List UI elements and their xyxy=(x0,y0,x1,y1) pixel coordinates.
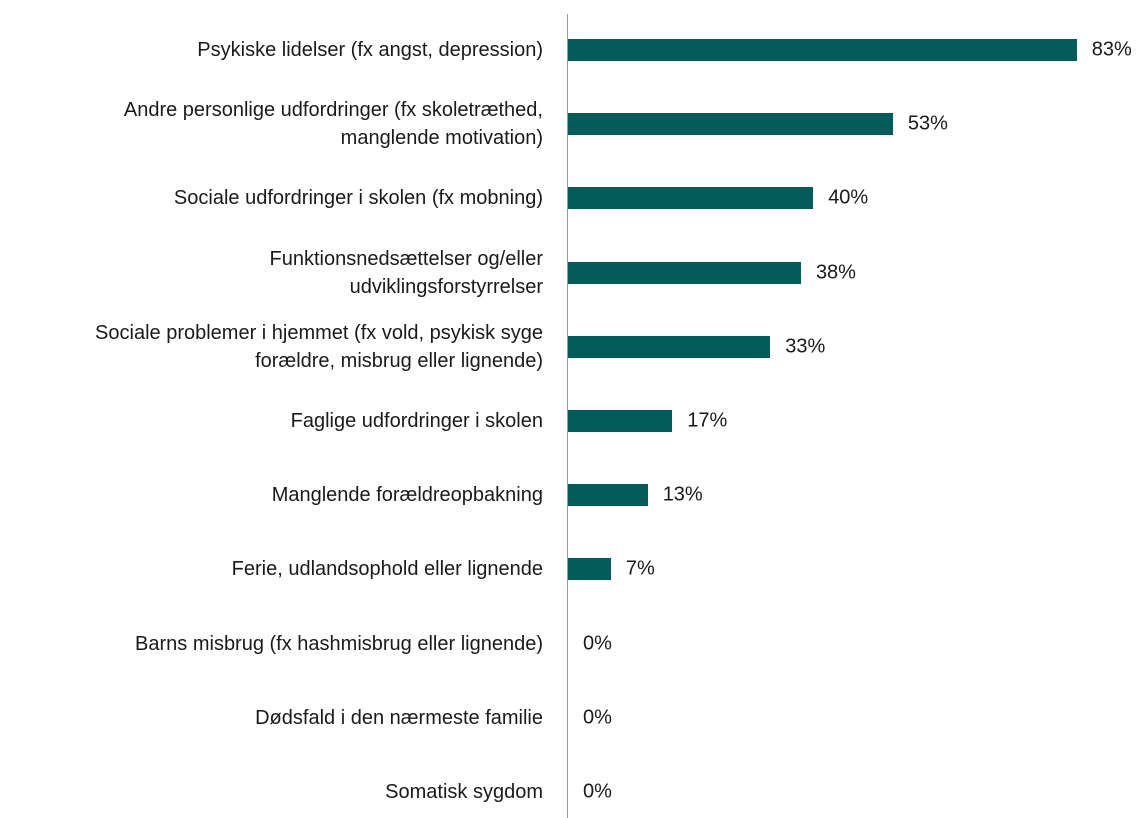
data-label: 33% xyxy=(785,335,826,358)
bar xyxy=(568,335,771,358)
category-label: Dødsfald i den nærmeste familie xyxy=(255,706,543,729)
bar xyxy=(568,484,648,507)
category-label: Andre personlige udfordringer (fx skolet… xyxy=(123,99,543,150)
category-label: Sociale udfordringer i skolen (fx mobnin… xyxy=(173,187,543,210)
bar xyxy=(568,558,611,581)
bar xyxy=(568,113,893,136)
bar xyxy=(568,187,814,210)
data-label: 17% xyxy=(687,409,728,432)
data-label: 53% xyxy=(907,112,948,135)
data-label: 38% xyxy=(815,261,856,284)
category-label: Faglige udfordringer i skolen xyxy=(290,410,543,432)
category-label: Ferie, udlandsophold eller lignende xyxy=(231,558,543,581)
bar xyxy=(568,39,1077,61)
data-label: 0% xyxy=(583,780,612,803)
category-label: Funktionsnedsættelser og/eller udvikling… xyxy=(269,247,543,298)
bar xyxy=(568,261,801,284)
data-label: 0% xyxy=(583,632,612,655)
category-label: Somatisk sygdom xyxy=(385,781,543,803)
data-label: 13% xyxy=(662,483,703,506)
category-label: Barns misbrug (fx hashmisbrug eller lign… xyxy=(135,632,543,655)
bar xyxy=(568,410,673,432)
data-label: 7% xyxy=(625,557,655,580)
category-label: Psykiske lidelser (fx angst, depression) xyxy=(197,39,543,61)
data-label: 40% xyxy=(828,186,869,209)
data-label: 83% xyxy=(1091,38,1132,61)
category-label: Sociale problemer i hjemmet (fx vold, ps… xyxy=(95,321,543,372)
axis-line xyxy=(567,14,568,818)
data-label: 0% xyxy=(583,706,612,729)
category-label: Manglende forældreopbakning xyxy=(271,484,543,507)
